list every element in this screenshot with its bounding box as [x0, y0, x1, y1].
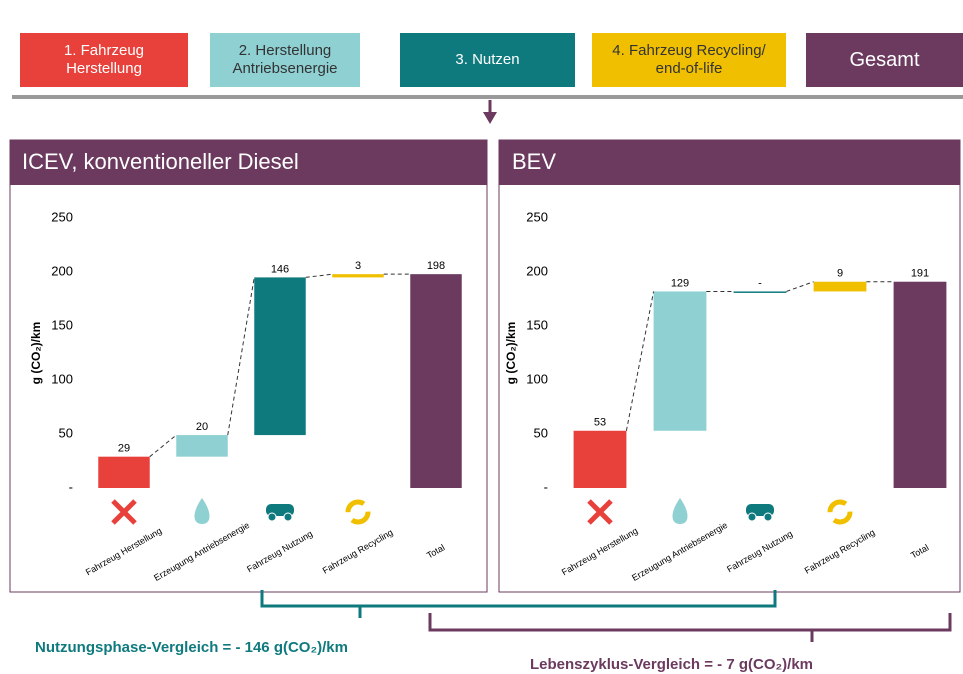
arrow: [483, 112, 497, 124]
bar: [98, 456, 150, 488]
value-label: 53: [594, 417, 606, 429]
icon: [763, 512, 773, 522]
y-axis-label: g (CO₂)/km: [504, 322, 518, 385]
bar: [410, 274, 462, 488]
bar: [653, 291, 707, 431]
icon: [111, 499, 137, 525]
y-tick-label: 150: [526, 317, 548, 332]
icon: [194, 498, 210, 524]
step-box: 3. Nutzen: [400, 33, 575, 87]
y-tick-label: 200: [526, 263, 548, 278]
value-label: 146: [271, 263, 289, 275]
y-tick-label: 100: [526, 371, 548, 386]
comparison: Lebenszyklus-Vergleich = - 7 g(CO₂)/km: [530, 656, 813, 673]
y-tick-label: 150: [51, 317, 73, 332]
panel-header: [10, 140, 487, 185]
bracket: [260, 590, 777, 618]
value-label: 9: [837, 268, 843, 280]
y-tick-label: 250: [51, 209, 73, 224]
chart-title: BEV: [512, 149, 556, 174]
step-box: 1. Fahrzeug Herstellung: [20, 33, 188, 87]
value-label: -: [758, 277, 762, 289]
bar: [813, 281, 867, 292]
y-tick-label: 100: [51, 371, 73, 386]
panel-header: [499, 140, 960, 185]
step-box: 2. Herstellung Antriebsenergie: [210, 33, 360, 87]
comparison: Nutzungsphase-Vergleich = - 146 g(CO₂)/k…: [35, 639, 348, 656]
chart-title: ICEV, konventioneller Diesel: [22, 149, 299, 174]
bar: [176, 435, 228, 457]
connector: [786, 281, 814, 292]
bar: [573, 430, 627, 488]
connector: [625, 291, 655, 431]
value-label: 198: [427, 260, 445, 272]
bar: [254, 277, 306, 436]
icon: [747, 512, 757, 522]
connector: [227, 277, 255, 436]
icon: [587, 499, 613, 525]
icon: [283, 512, 293, 522]
y-tick-label: -: [69, 479, 73, 494]
y-tick-label: 250: [526, 209, 548, 224]
bracket: [428, 613, 952, 642]
icon: [345, 499, 371, 525]
y-tick-label: 50: [534, 425, 548, 440]
value-label: 129: [671, 277, 689, 289]
bar: [893, 281, 947, 488]
bar: [733, 291, 787, 293]
step-box: Gesamt: [806, 33, 963, 87]
panel: [9, 139, 488, 593]
value-label: 20: [196, 421, 208, 433]
icon: [672, 498, 688, 524]
icon: [267, 512, 277, 522]
step-box: 4. Fahrzeug Recycling/ end-of-life: [592, 33, 786, 87]
y-axis-label: g (CO₂)/km: [29, 322, 43, 385]
icon: [827, 499, 853, 525]
connector: [149, 434, 177, 458]
y-tick-label: -: [544, 479, 548, 494]
value-label: 29: [118, 443, 130, 455]
panel: [498, 139, 961, 593]
y-tick-label: 200: [51, 263, 73, 278]
value-label: 3: [355, 260, 361, 272]
y-tick-label: 50: [59, 425, 73, 440]
value-label: 191: [911, 268, 929, 280]
connector: [305, 273, 333, 278]
bar: [332, 274, 384, 278]
